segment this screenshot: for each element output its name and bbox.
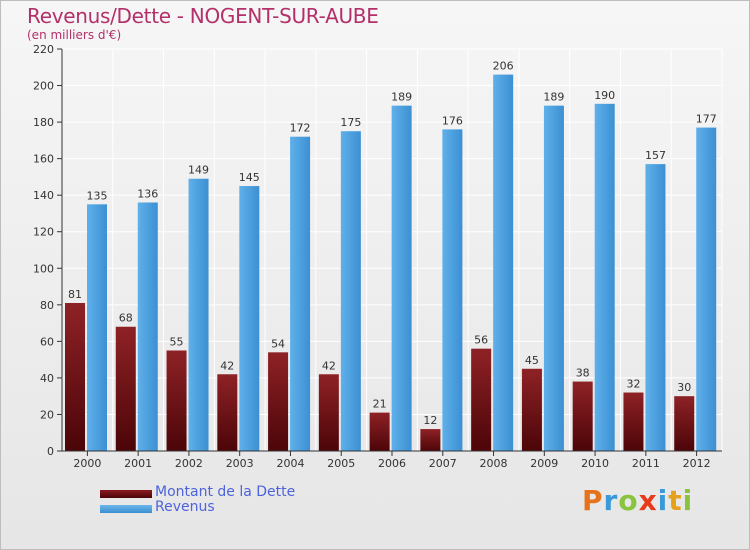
bar-revenus — [696, 127, 717, 451]
logo-letter: x — [638, 484, 658, 517]
legend-label-dette: Montant de la Dette — [155, 484, 296, 500]
value-label-dette: 42 — [220, 359, 234, 372]
value-label-revenus: 175 — [340, 116, 361, 129]
bar-dette — [471, 348, 492, 451]
bar-revenus — [290, 136, 311, 451]
bar-revenus — [87, 204, 107, 451]
x-tick-label: 2009 — [530, 457, 558, 470]
legend-label-revenus: Revenus — [155, 499, 215, 515]
value-label-revenus: 176 — [442, 114, 463, 127]
value-label-dette: 68 — [119, 312, 133, 325]
value-label-revenus: 149 — [188, 164, 209, 177]
x-tick-label: 2004 — [276, 457, 304, 470]
y-tick-label: 0 — [47, 445, 54, 458]
x-tick-label: 2008 — [480, 457, 508, 470]
bar-revenus — [594, 103, 615, 452]
value-label-dette: 38 — [576, 367, 590, 380]
logo-letter: i — [657, 484, 669, 517]
label-layer: 81 135 68 136 55 149 42 145 54 172 42 175 21 189 12 176… — [68, 60, 717, 427]
bar-dette — [420, 429, 441, 451]
bar-dette — [166, 350, 187, 451]
value-label-revenus: 136 — [137, 187, 158, 200]
bar-revenus — [239, 186, 260, 451]
bar-revenus — [137, 202, 158, 451]
value-label-revenus: 157 — [645, 149, 666, 162]
bar-dette — [268, 352, 289, 451]
value-label-dette: 32 — [626, 378, 640, 391]
proxiti-logo: Proxiti — [582, 484, 693, 517]
value-label-revenus: 189 — [543, 91, 564, 104]
value-label-revenus: 145 — [239, 171, 260, 184]
bar-revenus — [493, 74, 514, 451]
x-tick-label: 2011 — [632, 457, 660, 470]
y-tick-label: 120 — [33, 226, 54, 239]
value-label-dette: 12 — [423, 414, 437, 427]
y-tick-label: 20 — [40, 408, 54, 421]
logo-letter: i — [682, 484, 694, 517]
value-label-revenus: 177 — [696, 113, 717, 126]
y-tick-label: 100 — [33, 262, 54, 275]
bar-dette — [521, 368, 542, 451]
value-label-revenus: 190 — [594, 89, 615, 102]
x-tick-label: 2002 — [175, 457, 203, 470]
value-label-dette: 54 — [271, 337, 285, 350]
bar-dette — [369, 412, 390, 451]
y-tick-label: 60 — [40, 335, 54, 348]
value-label-dette: 56 — [474, 334, 488, 347]
bar-dette — [318, 374, 339, 451]
value-label-dette: 30 — [677, 381, 691, 394]
x-tick-label: 2006 — [378, 457, 406, 470]
y-tick-label: 160 — [33, 153, 54, 166]
y-tick-label: 180 — [33, 116, 54, 129]
bar-revenus — [442, 129, 463, 451]
value-label-revenus: 189 — [391, 91, 412, 104]
logo-letter: o — [618, 484, 639, 517]
value-label-revenus: 135 — [87, 189, 108, 202]
value-label-dette: 42 — [322, 359, 336, 372]
bar-layer — [65, 74, 717, 452]
bar-revenus — [391, 105, 412, 452]
logo-letter: P — [582, 484, 604, 517]
chart-title: Revenus/Dette - NOGENT-SUR-AUBE — [27, 4, 379, 28]
bar-dette — [115, 326, 136, 451]
y-tick-label: 40 — [40, 372, 54, 385]
bar-dette — [572, 381, 593, 451]
x-tick-label: 2000 — [73, 457, 101, 470]
y-tick-label: 80 — [40, 299, 54, 312]
logo-letter: r — [603, 484, 619, 517]
bar-dette — [623, 392, 644, 451]
value-label-dette: 21 — [373, 398, 387, 411]
bar-revenus — [340, 131, 361, 451]
value-label-dette: 45 — [525, 354, 539, 367]
y-tick-label: 140 — [33, 189, 54, 202]
x-tick-label: 2012 — [683, 457, 711, 470]
axis-layer: 0 20 40 60 80 100 120 140 160 180 200 220 2000 2001 20… — [33, 43, 722, 470]
value-label-revenus: 206 — [493, 60, 514, 73]
y-tick-label: 220 — [33, 43, 54, 56]
bar-dette — [217, 374, 238, 451]
legend-swatch-revenus — [100, 505, 152, 513]
bar-revenus — [645, 164, 666, 452]
value-label-dette: 55 — [170, 336, 184, 349]
x-tick-label: 2010 — [581, 457, 609, 470]
x-tick-label: 2005 — [327, 457, 355, 470]
chart-subtitle: (en milliers d'€) — [27, 28, 122, 42]
bar-revenus — [543, 105, 564, 452]
bar-dette — [674, 396, 695, 451]
x-tick-label: 2003 — [226, 457, 254, 470]
value-label-dette: 81 — [68, 288, 82, 301]
logo-letter: t — [668, 484, 683, 517]
bar-revenus — [188, 178, 209, 451]
y-tick-label: 200 — [33, 80, 54, 93]
x-tick-label: 2001 — [124, 457, 152, 470]
legend-swatch-dette — [100, 490, 152, 498]
value-label-revenus: 172 — [290, 122, 311, 135]
bar-dette — [65, 302, 85, 451]
x-tick-label: 2007 — [429, 457, 457, 470]
